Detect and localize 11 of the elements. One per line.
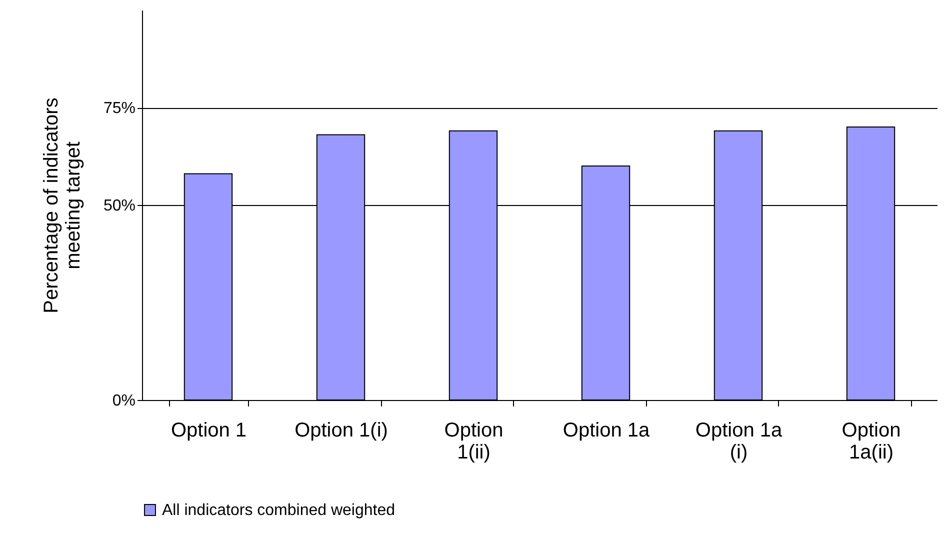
x-tick-label: Option 1(ii) — [444, 420, 504, 464]
y-axis-title: Percentage of indicators meeting target — [40, 98, 84, 314]
x-tick-label: Option 1a — [562, 420, 650, 442]
x-tick-label: Option 1 — [170, 420, 247, 442]
x-tick-label: Option 1(i) — [294, 420, 388, 442]
legend-label: All indicators combined weighted — [162, 502, 396, 519]
y-tick-label: 0% — [112, 392, 136, 410]
y-tick-label: 50% — [103, 198, 136, 214]
x-tick-label: Option 1a (i) — [695, 420, 783, 464]
x-tick-label: Option 1a(ii) — [842, 420, 901, 464]
y-tick-label: 75% — [103, 100, 136, 117]
